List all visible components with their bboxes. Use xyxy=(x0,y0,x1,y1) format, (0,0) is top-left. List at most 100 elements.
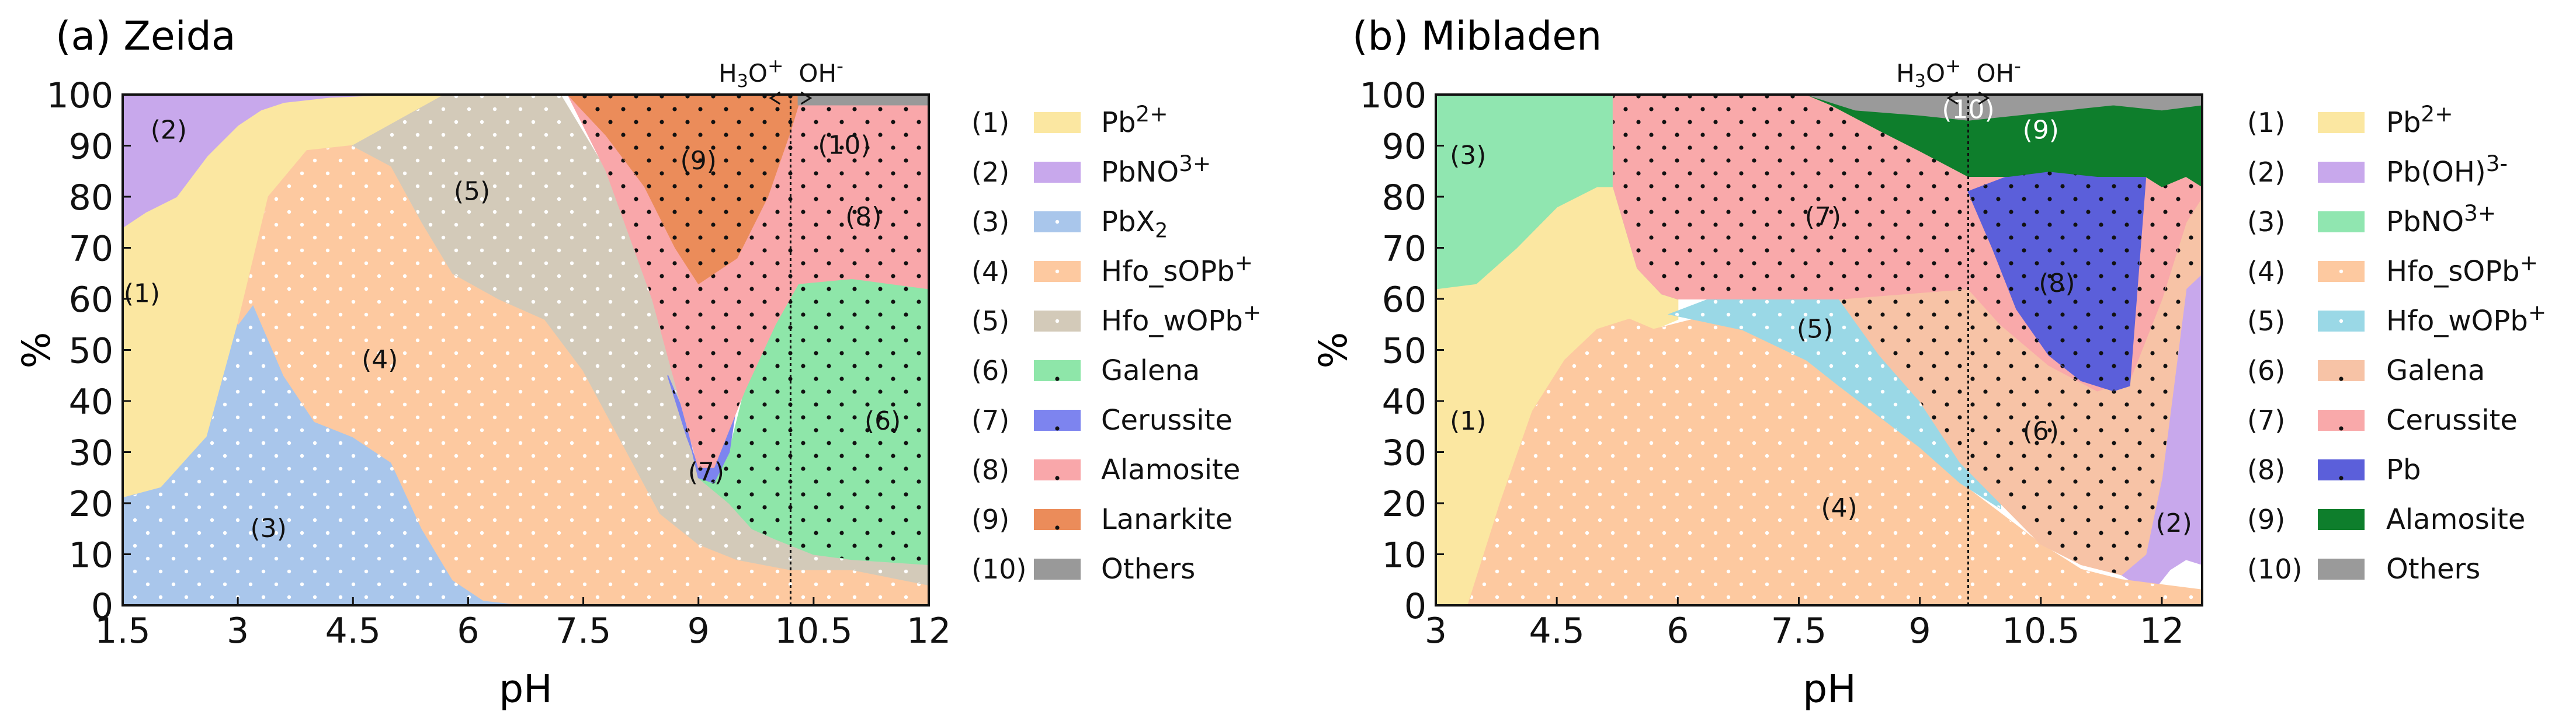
y-tick-label: 30 xyxy=(69,433,113,474)
legend-swatch-dot xyxy=(1055,525,1060,530)
legend-label: Alamosite xyxy=(1101,454,1240,486)
region-label-10: (10) xyxy=(818,131,870,161)
legend-item-3: (3) PbX2​ xyxy=(971,205,1168,243)
legend-label: Galena xyxy=(1101,354,1200,387)
y-tick-label: 70 xyxy=(1382,229,1426,270)
area-series-4-pattern xyxy=(1468,319,2202,605)
legend-swatch xyxy=(2318,162,2365,183)
legend-label: Hfo_wOPb+ xyxy=(1101,299,1261,337)
legend-item-10: (10) Others xyxy=(2247,553,2480,585)
legend-item-4: (4) Hfo_sOPb+ xyxy=(2247,250,2538,288)
y-tick-label: 90 xyxy=(69,127,113,168)
legend-number: (5) xyxy=(971,305,1009,337)
legend-label: PbX2​ xyxy=(1101,205,1168,243)
y-tick-label: 30 xyxy=(1382,433,1426,474)
region-label-5: (5) xyxy=(454,176,490,206)
region-label-2: (2) xyxy=(151,115,187,145)
legend-swatch-dot xyxy=(2339,426,2344,431)
x-tick-label: 4.5 xyxy=(1529,611,1584,651)
legend-item-5: (5) Hfo_wOPb+ xyxy=(971,299,1261,337)
legend-item-7: (7) Cerussite xyxy=(2247,404,2518,437)
region-label-6: (6) xyxy=(2023,417,2059,447)
legend-swatch-dot xyxy=(2339,377,2344,381)
legend-number: (10) xyxy=(2247,553,2302,585)
legend-number: (5) xyxy=(2247,305,2285,337)
y-tick-label: 70 xyxy=(69,229,113,270)
y-tick-label: 40 xyxy=(69,382,113,423)
region-label-7: (7) xyxy=(688,458,724,487)
legend-item-9: (9) Lanarkite xyxy=(971,503,1233,536)
legend-swatch xyxy=(1034,162,1081,183)
legend-label: Cerussite xyxy=(1101,404,1233,437)
axes: 0 10 20 30 40 50 60 70 80 90 100 1.5 3 4.5 6 7.5 9 10.5 12 xyxy=(46,75,951,651)
legend-swatch-dot xyxy=(1055,219,1060,224)
area-series-9-pattern xyxy=(568,95,803,284)
region-label-8: (8) xyxy=(845,202,881,232)
region-label-1: (1) xyxy=(124,278,160,308)
legend-item-10: (10) Others xyxy=(971,553,1195,585)
legend-swatch-dot xyxy=(2339,476,2344,480)
y-tick-label: 80 xyxy=(69,177,113,218)
legend-swatch xyxy=(2318,509,2365,530)
region-label-3: (3) xyxy=(1450,141,1486,170)
legend-item-2: (2) Pb(OH)3- xyxy=(2247,151,2508,189)
legend-label: Hfo_sOPb+ xyxy=(1101,250,1253,288)
legend-number: (7) xyxy=(971,405,1009,436)
legend-swatch xyxy=(2318,559,2365,580)
legend-label: Pb(OH)3- xyxy=(2386,151,2508,189)
region-label-8: (8) xyxy=(2039,269,2075,298)
region-label-6: (6) xyxy=(865,406,901,436)
legend-number: (2) xyxy=(2247,156,2285,188)
y-tick-label: 60 xyxy=(69,280,113,320)
legend-number: (4) xyxy=(971,256,1009,287)
legend-swatch-dot xyxy=(2339,269,2344,274)
x-tick-label: 9 xyxy=(688,611,710,651)
legend: (1) Pb2+ (2) Pb(OH)3- (3) PbNO3+ (4) Hfo_sOPb+ (… xyxy=(2247,101,2546,585)
area-series-6-pattern xyxy=(698,278,929,564)
panel-zeida: (a) Zeida (1) (2) (3) (4) (5) (6) (7) (8) (9) (10… xyxy=(14,13,1261,712)
y-tick-label: 50 xyxy=(69,331,113,372)
legend-number: (2) xyxy=(971,156,1009,188)
x-tick-label: 7.5 xyxy=(556,611,611,651)
legend-swatch xyxy=(2318,112,2365,133)
legend-item-3: (3) PbNO3+ xyxy=(2247,200,2496,238)
legend-swatch xyxy=(1034,559,1081,580)
neutral-label-right: OH- xyxy=(1976,55,2020,88)
legend-label: Alamosite xyxy=(2386,503,2525,536)
area-series-3-pattern xyxy=(123,304,530,605)
y-tick-label: 90 xyxy=(1382,127,1426,168)
x-tick-label: 12 xyxy=(2140,611,2184,651)
legend-number: (8) xyxy=(2247,454,2285,486)
legend: (1) Pb2+ (2) PbNO3+ (3) PbX2​ (4) Hfo_sOPb+ (5) H… xyxy=(971,101,1261,585)
x-tick-label: 1.5 xyxy=(95,611,150,651)
legend-number: (7) xyxy=(2247,405,2285,436)
x-axis-label: pH xyxy=(1803,667,1856,712)
area-series-10 xyxy=(797,95,929,106)
area-series-5-pattern xyxy=(353,95,929,585)
area-series-8-pattern xyxy=(568,95,929,468)
neutral-label-left: H3​O+ xyxy=(718,55,783,92)
y-tick-label: 40 xyxy=(1382,382,1426,423)
legend-item-1: (1) Pb2+ xyxy=(2247,101,2453,139)
legend-number: (3) xyxy=(2247,206,2285,238)
legend-item-4: (4) Hfo_sOPb+ xyxy=(971,250,1253,288)
x-tick-label: 4.5 xyxy=(325,611,381,651)
y-tick-label: 0 xyxy=(91,586,113,627)
legend-number: (6) xyxy=(971,355,1009,386)
legend-label: Lanarkite xyxy=(1101,503,1233,536)
region-label-1: (1) xyxy=(1450,406,1486,436)
x-tick-label: 9 xyxy=(1909,611,1931,651)
legend-label: PbNO3+ xyxy=(2386,200,2496,238)
legend-number: (10) xyxy=(971,553,1026,585)
axes: 0 10 20 30 40 50 60 70 80 90 100 3 4.5 6 7.5 9 10.5 12 xyxy=(1359,75,2203,651)
region-label-2: (2) xyxy=(2155,508,2192,538)
x-axis-label: pH xyxy=(499,667,553,712)
legend-item-2: (2) PbNO3+ xyxy=(971,151,1211,189)
region-label-3: (3) xyxy=(251,514,287,543)
x-tick-label: 10.5 xyxy=(2002,611,2080,651)
y-tick-label: 20 xyxy=(1382,484,1426,525)
plot-areas xyxy=(123,95,929,605)
legend-item-6: (6) Galena xyxy=(2247,354,2485,387)
area-series-6-pattern xyxy=(1839,197,2202,575)
x-tick-label: 3 xyxy=(1425,611,1447,651)
